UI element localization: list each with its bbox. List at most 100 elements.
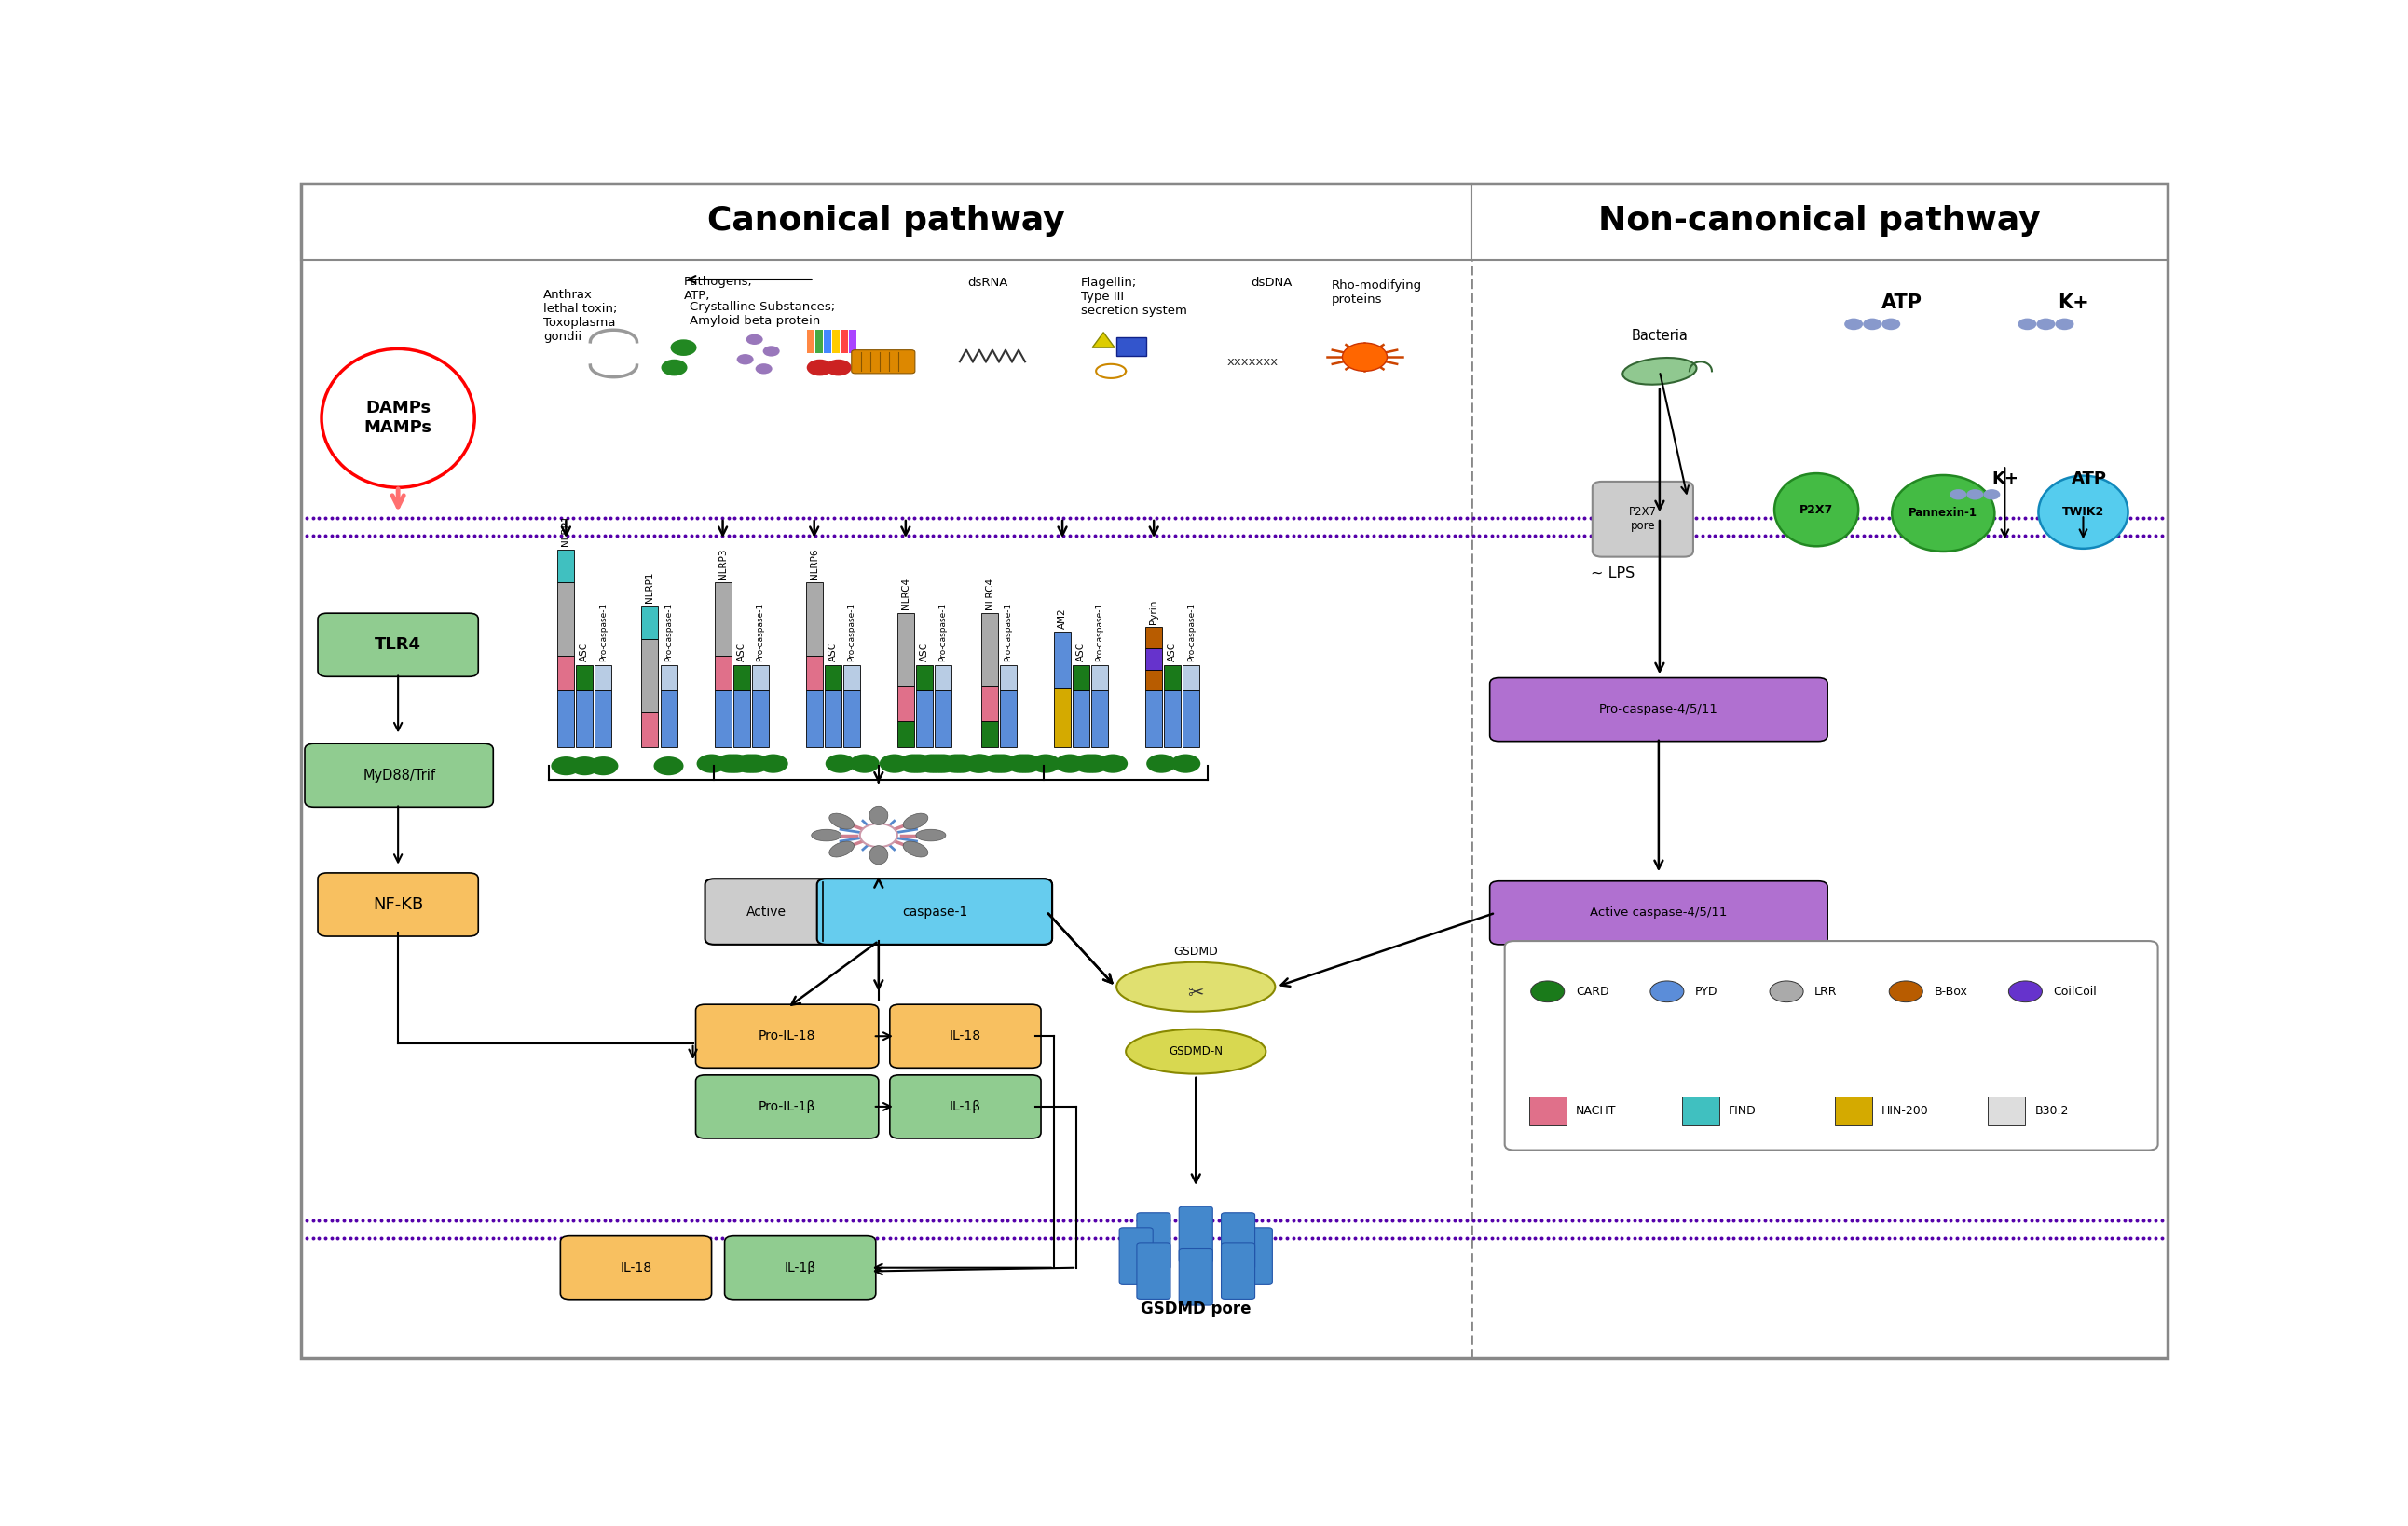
Circle shape — [746, 334, 763, 345]
Point — [797, 523, 836, 548]
Text: Pro-caspase-1: Pro-caspase-1 — [1096, 603, 1103, 661]
Point — [1690, 523, 1729, 548]
Point — [1919, 1225, 1958, 1250]
Point — [797, 1209, 836, 1233]
Point — [1820, 523, 1859, 548]
Point — [361, 1225, 400, 1250]
Point — [1498, 505, 1536, 530]
Bar — [1529, 1096, 1565, 1126]
Point — [1447, 523, 1486, 548]
Point — [1577, 1225, 1616, 1250]
Point — [604, 505, 643, 530]
Point — [1881, 505, 1919, 530]
Point — [1572, 1225, 1611, 1250]
Point — [460, 1225, 498, 1250]
Point — [1088, 1225, 1127, 1250]
Point — [388, 1225, 426, 1250]
Point — [970, 505, 1009, 530]
Point — [1633, 1225, 1671, 1250]
Point — [684, 523, 722, 548]
Point — [2068, 1209, 2107, 1233]
Point — [660, 523, 698, 548]
Point — [1057, 523, 1096, 548]
Point — [852, 1225, 891, 1250]
Point — [479, 1209, 518, 1233]
Point — [691, 523, 730, 548]
Point — [1305, 1225, 1344, 1250]
Circle shape — [571, 757, 600, 775]
Point — [1218, 1209, 1257, 1233]
Point — [1144, 523, 1182, 548]
Point — [2136, 523, 2174, 548]
Point — [1081, 1209, 1120, 1233]
Point — [561, 505, 600, 530]
Point — [2112, 1225, 2150, 1250]
Point — [1411, 505, 1450, 530]
Point — [1112, 505, 1151, 530]
Bar — [559, 691, 576, 748]
Text: LRR: LRR — [1816, 986, 1837, 998]
Point — [833, 505, 872, 530]
Point — [1014, 1209, 1052, 1233]
Point — [1565, 1209, 1604, 1233]
Point — [927, 523, 966, 548]
Point — [2081, 505, 2119, 530]
Point — [349, 1209, 388, 1233]
FancyBboxPatch shape — [1137, 1213, 1170, 1270]
Point — [746, 1225, 785, 1250]
Point — [1163, 505, 1202, 530]
Point — [2124, 1209, 2162, 1233]
Point — [1031, 505, 1069, 530]
Circle shape — [1864, 319, 1881, 330]
Point — [1584, 1225, 1623, 1250]
Point — [1062, 505, 1100, 530]
Point — [1975, 505, 2013, 530]
Point — [691, 505, 730, 530]
Point — [535, 1225, 573, 1250]
Point — [951, 523, 990, 548]
Bar — [807, 583, 824, 656]
Point — [1038, 523, 1076, 548]
Point — [1180, 523, 1218, 548]
Point — [2124, 505, 2162, 530]
FancyBboxPatch shape — [1137, 1242, 1170, 1299]
Point — [2105, 1209, 2143, 1233]
Point — [1529, 505, 1568, 530]
Point — [1411, 523, 1450, 548]
Point — [467, 523, 506, 548]
Point — [1454, 1209, 1493, 1233]
Point — [554, 1225, 592, 1250]
Point — [1707, 505, 1746, 530]
Bar — [999, 691, 1016, 748]
Point — [1572, 505, 1611, 530]
Point — [739, 505, 778, 530]
Point — [1553, 1209, 1592, 1233]
Point — [1647, 1209, 1686, 1233]
Point — [1999, 1209, 2037, 1233]
Point — [1454, 505, 1493, 530]
Ellipse shape — [903, 813, 927, 829]
Point — [814, 1225, 852, 1250]
Point — [951, 1209, 990, 1233]
Circle shape — [1984, 490, 2001, 501]
Point — [1281, 523, 1320, 548]
Point — [628, 523, 667, 548]
Point — [1671, 523, 1710, 548]
Bar — [1146, 691, 1163, 748]
Point — [1572, 523, 1611, 548]
Point — [710, 1209, 749, 1233]
Point — [884, 523, 922, 548]
Point — [1255, 1225, 1293, 1250]
Point — [1206, 1209, 1245, 1233]
Point — [1132, 1209, 1170, 1233]
Point — [1604, 1225, 1642, 1250]
FancyBboxPatch shape — [1505, 942, 2158, 1151]
Point — [802, 505, 840, 530]
Text: DAMPs
MAMPs: DAMPs MAMPs — [364, 400, 431, 436]
Point — [467, 505, 506, 530]
Point — [1719, 505, 1758, 530]
Circle shape — [2008, 981, 2042, 1003]
Point — [498, 1209, 537, 1233]
Point — [975, 523, 1014, 548]
FancyBboxPatch shape — [1180, 1207, 1214, 1264]
